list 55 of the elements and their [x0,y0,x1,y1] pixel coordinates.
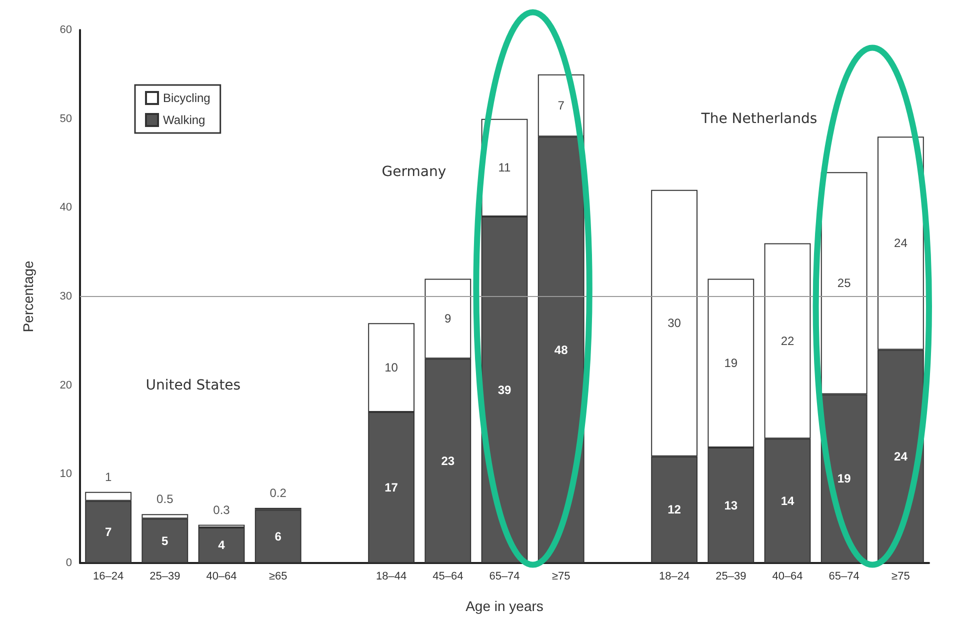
y-axis-title: Percentage [20,260,36,332]
data-label: 0.3 [213,502,230,517]
data-label: 13 [724,498,738,512]
data-label: 19 [837,472,852,486]
x-tick-label: 65–74 [489,570,520,582]
annotation: United States [146,377,241,394]
x-tick-label: 65–74 [828,570,860,582]
y-tick-label: 50 [60,112,72,125]
data-label: 7 [558,98,565,113]
y-tick-label: 10 [60,468,72,480]
data-label: 25 [837,276,852,290]
annotation: The Netherlands [700,110,818,127]
data-label: 12 [668,502,682,517]
y-tick-label: 40 [60,202,72,214]
x-tick-label: ≥75 [552,570,570,582]
bar [254,510,302,563]
data-label: 5 [162,534,169,548]
x-tick-label: 40–64 [206,570,237,582]
data-label: 30 [668,316,682,330]
data-label: 22 [780,334,794,348]
x-tick-label: ≥75 [892,570,910,582]
data-label: 24 [894,236,908,250]
x-tick-label: 25–39 [716,570,746,582]
y-tick-label: 60 [60,24,72,36]
x-tick-label: 18–44 [376,570,407,582]
legend-label: Walking [163,113,206,127]
data-label: 14 [780,494,794,508]
y-tick-label: 20 [60,379,72,392]
data-label: 0.5 [156,492,174,506]
data-label: 19 [724,356,738,370]
data-label: 39 [498,382,512,397]
data-label: 1 [104,470,112,484]
data-label: 23 [441,454,455,468]
legend-label: Bicycling [163,91,210,105]
annotation: Germany [382,164,446,180]
data-label: 0.2 [270,486,287,500]
data-label: 6 [274,529,282,544]
x-tick-label: 45–64 [432,570,464,582]
data-label: 24 [894,449,908,464]
data-label: 9 [444,312,452,326]
data-label: 17 [384,480,398,494]
y-tick-label: 0 [66,557,72,569]
x-tick-label: 16–24 [93,570,124,582]
y-tick-label: 30 [60,290,72,302]
data-label: 48 [554,342,568,357]
x-tick-label: 18–24 [659,570,690,582]
x-tick-label: 40–64 [772,570,803,582]
data-label: 11 [498,160,512,175]
x-tick-label: ≥65 [268,570,288,582]
x-axis-title: Age in years [466,598,544,614]
x-tick-label: 25–39 [150,570,180,582]
data-label: 10 [384,360,398,375]
bar [198,527,245,563]
data-label: 7 [104,524,112,539]
data-label: 4 [218,538,226,552]
